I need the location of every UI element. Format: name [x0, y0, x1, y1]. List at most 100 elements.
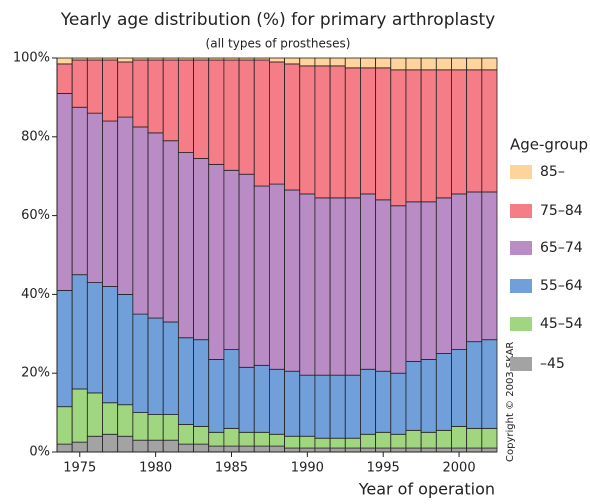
bar-segment: [56, 63, 73, 94]
bar-segment: [253, 364, 270, 433]
bar-segment: [193, 57, 210, 61]
bar-segment: [435, 197, 452, 354]
bar-segment: [162, 439, 179, 453]
bar-segment: [360, 368, 377, 435]
bar-segment: [117, 116, 134, 295]
bar-segment: [177, 57, 194, 61]
legend-swatch: [510, 317, 532, 331]
bar-segment: [269, 433, 285, 447]
bar-segment: [102, 286, 119, 404]
bar-segment: [56, 57, 73, 65]
legend-label: 75–84: [540, 203, 583, 219]
bar-segment: [375, 199, 392, 372]
bar-segment: [360, 447, 377, 453]
legend-label: 65–74: [540, 240, 583, 256]
bar-segment: [162, 140, 179, 323]
bar-segment: [56, 290, 73, 408]
bar-segment: [102, 120, 119, 287]
bar-segment: [481, 339, 498, 429]
bar-segment: [329, 374, 346, 439]
bar-segment: [405, 57, 422, 71]
bar-segment: [405, 447, 422, 453]
bar-segment: [86, 57, 103, 61]
bar-segment: [253, 59, 270, 187]
bar-segment: [284, 370, 301, 437]
bar-segment: [238, 59, 255, 175]
bar-segment: [435, 57, 452, 71]
bar-segment: [481, 69, 498, 193]
bar-segment: [132, 439, 149, 453]
bar-segment: [435, 429, 452, 449]
bar-segment: [466, 69, 483, 193]
bar-segment: [344, 447, 361, 453]
bar-segment: [344, 57, 361, 69]
bar-segment: [132, 412, 149, 441]
bar-segment: [405, 69, 422, 203]
bar-segment: [360, 433, 377, 449]
x-axis-label: Year of operation: [358, 480, 495, 499]
bar-segment: [71, 441, 88, 453]
bar-segment: [86, 435, 103, 453]
bar-segment: [420, 431, 437, 449]
bar-segment: [284, 447, 301, 453]
x-tick-label: 1995: [367, 461, 400, 476]
bar-segment: [253, 445, 270, 453]
legend-swatch: [510, 165, 532, 179]
bar-segment: [177, 59, 194, 153]
legend-label: 45–54: [540, 316, 583, 332]
bar-segment: [435, 353, 452, 431]
bar-segment: [390, 69, 407, 207]
bar-segment: [208, 163, 225, 360]
bar-segment: [177, 337, 194, 425]
bar-segment: [253, 431, 270, 447]
bar-segment: [86, 112, 103, 283]
bar-segment: [481, 427, 498, 449]
bar-segment: [299, 57, 316, 67]
bar-segment: [329, 437, 346, 449]
y-tick-label: 0%: [29, 445, 50, 460]
bar-segment: [375, 431, 392, 449]
bar-segment: [208, 359, 225, 433]
bar-segment: [238, 431, 255, 447]
bar-segment: [466, 447, 483, 453]
bar-segment: [451, 425, 468, 449]
bar-segment: [193, 425, 210, 445]
chart-subtitle: (all types of prostheses): [206, 37, 351, 51]
bar-segment: [329, 65, 346, 199]
bar-segment: [132, 57, 149, 61]
bar-segment: [314, 57, 331, 67]
bar-segment: [162, 321, 179, 415]
bar-segment: [420, 201, 437, 360]
bar-segment: [253, 57, 270, 61]
bar-segment: [329, 197, 346, 376]
bar-segment: [147, 59, 164, 134]
bar-segment: [102, 59, 119, 122]
bar-segment: [375, 370, 392, 433]
bar-segment: [208, 59, 225, 165]
bar-segment: [420, 447, 437, 453]
bar-segment: [102, 57, 119, 61]
bar-segment: [329, 57, 346, 67]
bar-segment: [360, 57, 377, 69]
bar-segment: [117, 293, 134, 406]
bar-segment: [162, 414, 179, 441]
legend-swatch: [510, 279, 532, 293]
bar-segment: [390, 447, 407, 453]
bar-segment: [56, 406, 73, 445]
bar-segment: [177, 424, 194, 445]
bar-segment: [223, 57, 240, 61]
bar-segment: [390, 205, 407, 374]
bar-segment: [451, 57, 468, 71]
bar-segment: [56, 443, 73, 453]
bar-segment: [435, 69, 452, 199]
bar-segment: [193, 339, 210, 427]
bar-segment: [238, 445, 255, 453]
bar-segment: [435, 447, 452, 453]
bar-segment: [147, 439, 164, 453]
x-tick-label: 1985: [215, 461, 248, 476]
bar-segment: [481, 57, 498, 71]
bar-segment: [71, 106, 88, 276]
bar-segment: [269, 57, 285, 63]
bar-segment: [269, 368, 285, 435]
